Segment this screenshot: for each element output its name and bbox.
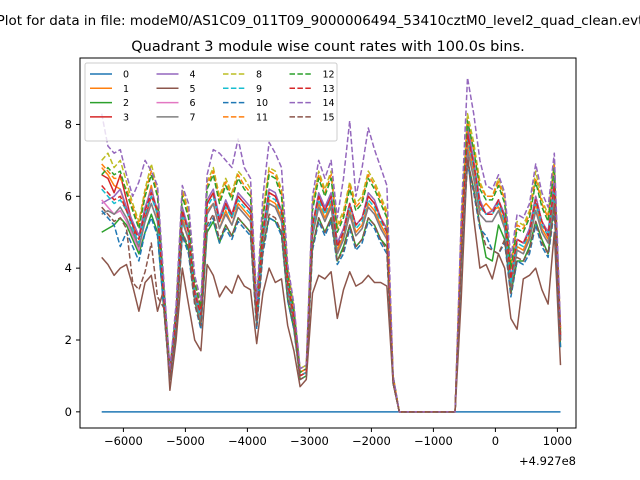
legend-label-1: 1 — [123, 84, 129, 95]
legend-box — [84, 62, 338, 142]
series-layer — [100, 77, 562, 413]
legend-label-10: 10 — [256, 98, 268, 109]
x-axis: −6000 −5000 −4000 −3000 −2000 −1000 0 1000 — [104, 428, 572, 448]
x-offset-label: +4.927e8 — [519, 454, 576, 468]
axes-frame — [79, 57, 577, 429]
y-tick-label: 4 — [65, 261, 72, 275]
legend-label-15: 15 — [323, 112, 335, 123]
legend-label-11: 11 — [256, 112, 268, 123]
series-line-12 — [101, 120, 562, 413]
x-tick-label: 0 — [492, 434, 499, 448]
series-line-14 — [100, 77, 562, 413]
legend-label-8: 8 — [256, 70, 262, 81]
legend-label-14: 14 — [323, 98, 335, 109]
x-tick-label: −2000 — [352, 434, 391, 448]
x-tick-label: −1000 — [414, 434, 453, 448]
x-tick-label: −6000 — [104, 434, 143, 448]
chart-title: Quadrant 3 module wise count rates with … — [131, 39, 525, 55]
legend-label-4: 4 — [190, 70, 196, 81]
legend-label-2: 2 — [123, 98, 129, 109]
legend-label-12: 12 — [323, 70, 335, 81]
legend-label-7: 7 — [190, 112, 196, 123]
y-tick-label: 8 — [65, 117, 72, 131]
y-tick-label: 0 — [65, 405, 72, 419]
legend-label-5: 5 — [190, 84, 196, 95]
y-axis: 0 2 4 6 8 — [65, 117, 80, 419]
x-tick-label: −5000 — [166, 434, 205, 448]
legend-label-9: 9 — [256, 84, 262, 95]
x-tick-label: −3000 — [290, 434, 329, 448]
x-tick-label: 1000 — [543, 434, 572, 448]
series-line-13 — [101, 134, 562, 413]
legend-label-6: 6 — [190, 98, 196, 109]
series-line-15 — [101, 159, 562, 413]
y-tick-label: 2 — [65, 333, 72, 347]
legend-label-3: 3 — [123, 112, 129, 123]
x-tick-label: −4000 — [228, 434, 267, 448]
legend-label-13: 13 — [323, 84, 335, 95]
legend-label-0: 0 — [123, 70, 129, 81]
figure-suptitle: Plot for data in file: modeM0/AS1C09_011… — [0, 13, 640, 29]
series-line-5 — [101, 152, 562, 413]
y-tick-label: 6 — [65, 189, 72, 203]
